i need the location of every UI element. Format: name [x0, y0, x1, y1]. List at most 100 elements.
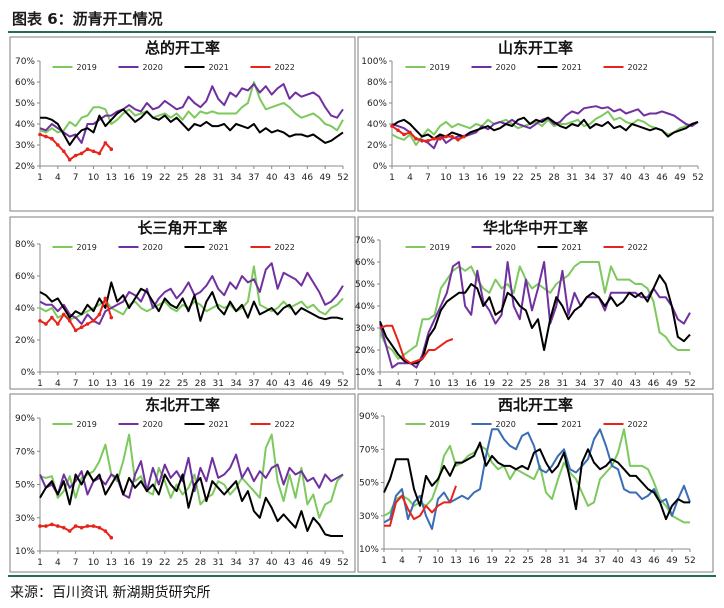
point-2022: [73, 328, 78, 333]
point-2022: [50, 315, 54, 320]
x-tick-label: 19: [141, 173, 153, 183]
legend-item-2022: 2022: [250, 243, 295, 252]
point-2022: [44, 524, 48, 528]
x-tick-label: 46: [648, 556, 660, 566]
x-tick-label: 19: [484, 379, 496, 389]
y-tick-label: 50%: [15, 481, 35, 491]
y-tick-label: 20%: [15, 336, 35, 346]
x-tick-label: 16: [476, 173, 488, 183]
x-tick-label: 7: [414, 379, 420, 389]
point-2022: [61, 312, 66, 317]
point-2022: [456, 137, 460, 142]
y-tick-label: 60%: [15, 78, 35, 88]
legend-label: 2022: [275, 63, 295, 72]
legend-item-2019: 2019: [52, 243, 97, 252]
x-tick-label: 46: [302, 379, 314, 389]
point-2022: [67, 529, 72, 533]
point-2022: [56, 524, 60, 528]
y-tick-label: 30%: [15, 141, 35, 151]
x-tick-label: 43: [638, 173, 649, 183]
x-tick-label: 25: [522, 556, 533, 566]
x-tick-label: 40: [611, 379, 623, 389]
x-tick-label: 4: [55, 173, 61, 183]
legend-item-2021: 2021: [184, 243, 229, 252]
x-tick-label: 46: [302, 173, 314, 183]
y-tick-label: 60%: [15, 272, 35, 282]
point-2022: [109, 535, 114, 540]
chart-title: 华北华中开工率: [483, 219, 588, 237]
x-tick-label: 10: [88, 558, 100, 568]
x-tick-label: 49: [666, 379, 678, 389]
legend-item-2022: 2022: [250, 63, 295, 72]
point-2022: [85, 524, 90, 528]
x-tick-label: 4: [407, 173, 413, 183]
y-tick-label: 80%: [367, 78, 387, 88]
chart-panel-4: 华北华中开工率 2019 2020 2021 2022 10% 20% 30% 40% 50% 60…: [355, 216, 714, 390]
point-2022: [414, 136, 418, 141]
legend-item-2019: 2019: [405, 63, 450, 72]
point-2022: [56, 322, 60, 326]
series-line-2022: [384, 485, 457, 527]
y-tick-label: 70%: [359, 445, 379, 455]
point-2022: [97, 312, 102, 317]
point-2022: [450, 134, 454, 139]
x-tick-label: 13: [106, 173, 117, 183]
y-tick-label: 70%: [15, 57, 35, 67]
x-tick-label: 7: [73, 173, 79, 183]
chart-title: 长三角开工率: [137, 219, 227, 237]
y-tick-label: 0%: [21, 368, 36, 378]
x-tick-label: 22: [512, 173, 523, 183]
series-line-2019: [391, 110, 699, 146]
series-line-2021: [379, 274, 691, 365]
y-tick-label: 60%: [355, 258, 375, 268]
series-line-2019: [379, 261, 690, 360]
legend-label: 2021: [209, 243, 229, 252]
y-tick-label: 50%: [355, 280, 375, 290]
x-tick-label: 19: [494, 173, 506, 183]
x-tick-label: 1: [389, 173, 395, 183]
x-tick-label: 25: [177, 173, 188, 183]
y-tick-label: 60%: [367, 99, 387, 109]
point-2022: [432, 136, 436, 141]
legend-label: 2021: [209, 420, 229, 429]
y-tick-label: 40%: [15, 120, 35, 130]
x-tick-label: 31: [566, 173, 577, 183]
series-line-2021: [383, 441, 690, 521]
x-tick-label: 43: [284, 558, 295, 568]
x-tick-label: 28: [195, 558, 207, 568]
legend-item-2020: 2020: [471, 420, 516, 429]
x-tick-label: 34: [584, 173, 596, 183]
x-tick-label: 52: [337, 558, 348, 568]
point-2022: [420, 139, 424, 143]
series-line-2019: [39, 433, 344, 519]
legend-item-2021: 2021: [537, 63, 582, 72]
series-line-2021: [391, 116, 699, 140]
point-2022: [91, 524, 96, 528]
point-2022: [438, 136, 442, 141]
bottom-rule: [8, 575, 716, 577]
legend-label: 2020: [496, 243, 516, 252]
x-tick-label: 22: [159, 173, 170, 183]
point-2022: [38, 132, 42, 137]
legend-label: 2020: [143, 63, 163, 72]
legend-item-2021: 2021: [184, 420, 229, 429]
series-line-2021: [40, 108, 344, 146]
series-line-2020: [39, 262, 344, 325]
x-tick-label: 1: [377, 379, 383, 389]
x-tick-label: 40: [620, 173, 632, 183]
legend-item-2020: 2020: [118, 63, 163, 72]
legend-label: 2021: [562, 420, 582, 429]
top-rule: [8, 31, 716, 33]
point-2022: [50, 522, 54, 527]
x-tick-label: 1: [37, 558, 43, 568]
point-2022: [56, 143, 60, 147]
point-2022: [109, 315, 114, 320]
x-tick-label: 19: [486, 556, 498, 566]
x-tick-label: 4: [399, 556, 405, 566]
legend-label: 2022: [275, 420, 295, 429]
x-tick-label: 34: [230, 558, 242, 568]
point-2022: [38, 319, 42, 323]
x-tick-label: 28: [538, 379, 550, 389]
x-tick-label: 22: [504, 556, 515, 566]
